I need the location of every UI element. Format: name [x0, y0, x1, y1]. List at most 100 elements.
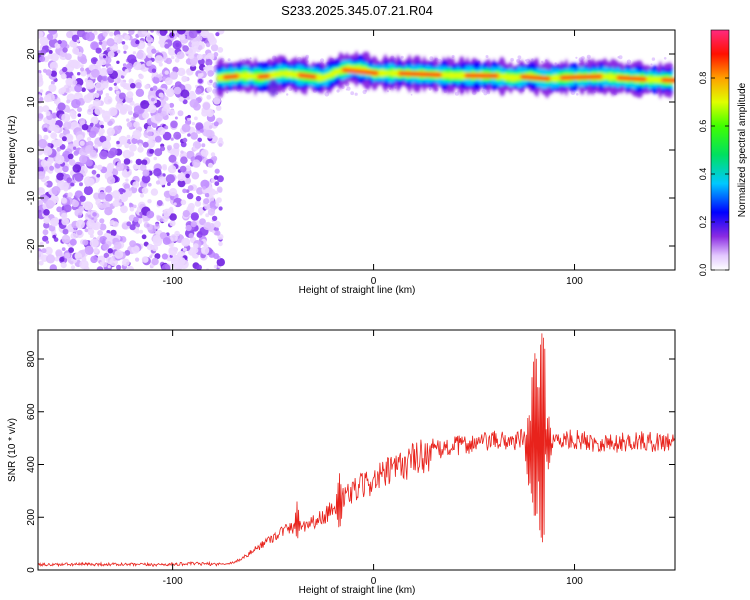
noise-blob [73, 150, 79, 156]
noise-blob [161, 253, 168, 260]
snr-xtick-label: 0 [371, 576, 377, 587]
noise-blob [203, 198, 210, 205]
colorbar-tick-label: 0.0 [698, 264, 708, 277]
noise-blob [93, 247, 99, 254]
noise-blob [107, 248, 114, 254]
noise-blob [206, 86, 213, 93]
noise-blob [201, 143, 206, 148]
snr-frame [37, 329, 676, 571]
noise-blob [106, 171, 112, 177]
noise-blob [205, 108, 214, 117]
noise-blob [213, 253, 220, 260]
noise-blob [218, 241, 223, 247]
noise-blob [210, 44, 219, 52]
noise-blob [132, 129, 142, 140]
noise-blob [54, 162, 61, 169]
noise-blob [87, 211, 91, 215]
noise-blob [158, 62, 163, 67]
noise-blob [150, 30, 154, 33]
noise-blob [50, 80, 55, 85]
noise-speck [485, 55, 489, 58]
noise-blob [80, 67, 85, 72]
noise-blob [42, 105, 50, 113]
noise-blob [206, 94, 212, 100]
noise-blob [38, 260, 44, 266]
noise-blob [61, 217, 70, 226]
noise-blob [99, 67, 109, 77]
noise-blob [43, 222, 50, 229]
noise-blob [183, 177, 187, 181]
noise-blob [169, 102, 175, 108]
noise-blob [170, 137, 174, 141]
noise-blob [207, 208, 215, 216]
noise-blob [210, 152, 216, 157]
noise-blob [170, 257, 180, 267]
noise-blob [100, 59, 107, 66]
noise-blob [43, 217, 51, 224]
noise-blob [193, 244, 197, 249]
noise-blob [122, 44, 129, 51]
noise-speck [517, 55, 522, 60]
noise-blob [182, 45, 189, 52]
noise-blob [169, 188, 178, 197]
noise-blob [102, 82, 109, 89]
noise-blob [112, 199, 120, 208]
noise-blob [86, 177, 95, 186]
noise-blob [39, 89, 44, 93]
noise-blob [126, 62, 133, 70]
noise-blob [56, 172, 65, 181]
noise-blob [139, 229, 144, 234]
noise-blob [165, 57, 172, 65]
snr-ytick-label: 200 [26, 508, 37, 525]
noise-blob [211, 215, 218, 222]
noise-blob [93, 30, 98, 36]
noise-blob [172, 66, 179, 73]
noise-blob [197, 75, 201, 79]
noise-blob [151, 48, 157, 54]
noise-blob [188, 53, 195, 60]
noise-blob [77, 72, 81, 76]
noise-blob [181, 237, 191, 247]
noise-blob [38, 147, 44, 156]
noise-blob [133, 121, 140, 128]
noise-blob [122, 189, 126, 193]
noise-blob [123, 158, 131, 165]
noise-blob [106, 67, 114, 75]
noise-blob [106, 127, 116, 136]
noise-blob [191, 41, 199, 50]
noise-blob [167, 165, 177, 174]
noise-blob [55, 139, 63, 147]
noise-blob [140, 164, 147, 172]
noise-blob [187, 133, 191, 137]
noise-blob [103, 252, 110, 259]
noise-blob [176, 51, 185, 60]
noise-blob [188, 92, 197, 101]
noise-blob [61, 66, 68, 73]
snr-plot-area [38, 330, 675, 570]
noise-blob [82, 239, 89, 246]
noise-blob [138, 74, 144, 80]
noise-speck [212, 83, 217, 87]
snr-ytick-label: 0 [26, 567, 37, 573]
noise-blob [38, 158, 41, 162]
noise-blob [168, 109, 176, 116]
noise-blob [76, 229, 83, 236]
noise-blob [146, 243, 154, 251]
noise-blob [126, 118, 130, 122]
noise-blob [93, 217, 98, 222]
noise-blob [85, 32, 95, 42]
noise-blob [125, 178, 129, 182]
noise-blob [102, 243, 109, 250]
noise-speck [650, 63, 653, 66]
noise-blob [71, 99, 81, 109]
noise-blob [67, 153, 74, 160]
noise-blob [135, 88, 145, 98]
noise-blob [164, 125, 169, 130]
noise-blob [173, 142, 180, 150]
snr-xtick-label: -100 [163, 576, 183, 587]
noise-blob [103, 95, 113, 105]
noise-blob [146, 139, 156, 148]
noise-blob [205, 42, 211, 48]
noise-blob [148, 88, 158, 98]
noise-blob [147, 36, 152, 41]
